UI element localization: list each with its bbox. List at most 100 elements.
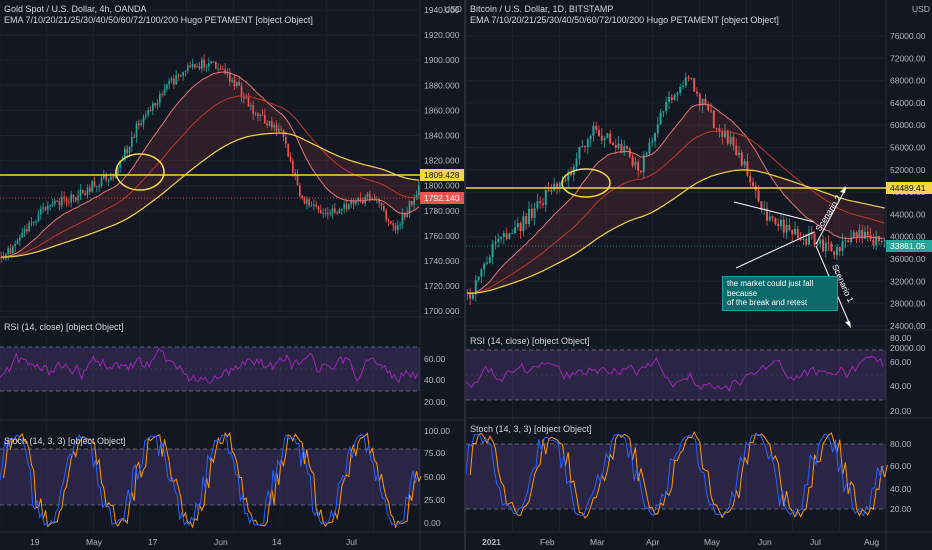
candle-body: [219, 68, 222, 70]
candle-body: [836, 247, 838, 256]
btc-ema-legend: EMA 7/10/20/21/25/30/40/50/60/72/100/200…: [470, 15, 779, 25]
currency-label: USD: [912, 4, 930, 14]
ema-line-mid: [467, 130, 885, 294]
price-axis-bg: [420, 0, 464, 550]
candle-body: [266, 123, 268, 126]
candle-body: [542, 203, 544, 205]
btc-chart-canvas[interactable]: 76000.00 72000.00 68000.00 64000.00 60000.00…: [466, 0, 932, 550]
candle-body: [656, 124, 659, 134]
candle-body: [315, 204, 317, 207]
candle-body: [724, 130, 726, 137]
candle-body: [586, 139, 589, 147]
candle-body: [366, 193, 369, 198]
candle-body: [861, 229, 864, 239]
candle-body: [508, 233, 511, 239]
candle-body: [329, 213, 331, 215]
candle-body: [317, 206, 320, 211]
candle-body: [247, 97, 250, 107]
gold-chart-panel[interactable]: 1940.000 1920.000 1900.000 1880.000 1860.000…: [0, 0, 464, 550]
candle-body: [850, 237, 852, 243]
candle-body: [352, 200, 355, 204]
candle-body: [794, 228, 796, 235]
candle-body: [385, 210, 387, 220]
gold-chart-canvas[interactable]: 1940.000 1920.000 1900.000 1880.000 1860.000…: [0, 0, 464, 550]
candle-body: [82, 189, 84, 194]
candle-body: [662, 111, 665, 113]
candle-body: [620, 143, 623, 153]
candle-body: [852, 232, 855, 238]
candle-body: [556, 183, 558, 189]
stoch-tick-label: 25.00: [424, 495, 446, 505]
scenario-annotation[interactable]: the market could just fall because of th…: [722, 276, 838, 311]
panel-divider[interactable]: [464, 0, 466, 550]
candle-body: [558, 182, 561, 189]
candle-body: [343, 204, 345, 209]
candle-body: [796, 228, 799, 238]
candle-body: [802, 238, 805, 240]
gold-symbol-legend: Gold Spot / U.S. Dollar, 4h, OANDA EMA 7…: [4, 4, 313, 26]
stoch-line: [466, 433, 884, 517]
candle-body: [766, 208, 768, 221]
ema-line-slow: [467, 169, 885, 294]
candle-body: [103, 175, 105, 179]
rsi-line: [0, 347, 419, 385]
candle-body: [785, 224, 788, 233]
candle-body: [693, 78, 696, 92]
candle-body: [378, 199, 380, 203]
stoch-tick-label: 80.00: [890, 439, 912, 449]
candle-body: [654, 133, 656, 142]
candle-body: [696, 91, 698, 94]
candle-body: [240, 85, 243, 98]
candle-body: [56, 200, 58, 202]
candle-body: [119, 161, 121, 168]
candle-body: [9, 248, 12, 254]
candle-body: [522, 216, 525, 232]
candle-body: [254, 113, 257, 115]
candle-body: [584, 146, 586, 148]
support-price-label: 44489.41: [890, 183, 926, 193]
support-price-tag: [886, 182, 932, 194]
candle-body: [89, 187, 91, 192]
support-price-label: 1809.428: [424, 170, 460, 180]
candle-body: [159, 94, 161, 103]
candle-body: [799, 237, 802, 240]
stoch-tick-label: 0.00: [424, 518, 441, 528]
ema-ribbon: [1, 72, 419, 258]
candle-body: [320, 210, 322, 213]
candle-body: [718, 128, 721, 132]
candle-body: [224, 69, 226, 74]
candle-body: [875, 236, 878, 246]
candle-body: [126, 148, 128, 154]
candle-body: [502, 233, 505, 237]
candle-body: [131, 136, 133, 147]
candle-body: [390, 221, 392, 224]
candle-body: [107, 180, 110, 182]
candle-body: [626, 146, 628, 149]
candle-body: [273, 124, 275, 128]
candle-body: [84, 193, 86, 196]
time-tick-label: May: [704, 537, 721, 547]
candle-body: [570, 172, 572, 176]
candle-body: [133, 136, 135, 138]
candle-body: [581, 146, 584, 148]
candle-body: [726, 130, 729, 144]
time-tick-label: Jun: [214, 537, 228, 547]
btc-chart-panel[interactable]: 76000.00 72000.00 68000.00 64000.00 60000.00…: [466, 0, 932, 550]
candle-body: [768, 216, 771, 221]
candle-body: [233, 79, 236, 87]
candle-body: [196, 66, 198, 68]
candle-body: [341, 208, 343, 210]
last-price-label: 1792.140: [424, 193, 460, 203]
candle-body: [163, 89, 166, 95]
candle-body: [145, 114, 147, 117]
price-tick-label: 1740.000: [424, 256, 460, 266]
candle-body: [491, 243, 494, 258]
price-tick-label: 68000.00: [890, 76, 926, 86]
candle-body: [673, 94, 676, 101]
candle-body: [387, 219, 390, 222]
candle-body: [294, 172, 296, 176]
candle-body: [268, 121, 271, 126]
price-tick-label: 64000.00: [890, 98, 926, 108]
candle-body: [564, 180, 567, 182]
candle-body: [334, 208, 336, 213]
